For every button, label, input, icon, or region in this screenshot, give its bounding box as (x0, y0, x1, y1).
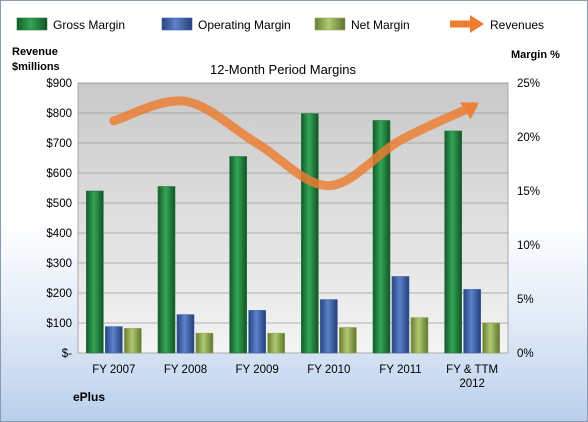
bar-gross-margin (301, 113, 319, 354)
category-label: FY 2011 (379, 364, 421, 376)
left-tick-label: $100 (46, 318, 72, 330)
legend-label: Gross Margin (53, 18, 125, 32)
bar-net-margin (195, 332, 214, 354)
right-tick-label: 25% (517, 78, 540, 90)
chart-title: 12-Month Period Margins (210, 62, 356, 77)
bar-net-margin (410, 317, 429, 354)
right-tick-label: 5% (517, 294, 534, 306)
legend-swatch (16, 17, 48, 31)
left-tick-label: $300 (46, 258, 72, 270)
category-label: 2012 (459, 378, 485, 390)
company-name: ePlus (73, 390, 105, 404)
right-tick-label: 10% (517, 240, 540, 252)
bar-gross-margin (229, 156, 247, 354)
left-tick-label: $- (62, 348, 72, 360)
bar-operating-margin (105, 326, 123, 354)
left-tick-label: $600 (46, 168, 72, 180)
category-label: FY 2008 (164, 364, 207, 376)
legend: Gross Margin Operating Margin Net Margin Re… (16, 15, 544, 33)
left-axis-title-line1: Revenue (12, 46, 58, 58)
right-axis-title: Margin % (511, 49, 560, 61)
revenue-arrowhead (460, 102, 479, 120)
bar-gross-margin (372, 120, 391, 354)
left-tick-label: $200 (46, 288, 72, 300)
legend-label: Net Margin (351, 18, 410, 32)
right-tick-label: 0% (517, 348, 534, 360)
revenue-line (109, 96, 479, 191)
category-label: FY 2010 (307, 364, 350, 376)
left-tick-label: $900 (46, 78, 72, 90)
left-axis-ticks: $- $100 $200 $300 $400 $500 $600 $700 $800 $900 (46, 78, 72, 360)
bar-operating-margin (248, 310, 266, 354)
bar-gross-margin (157, 186, 176, 354)
bar-gross-margin (444, 130, 462, 354)
category-label: FY 2007 (92, 364, 135, 376)
left-axis-title-line2: $millions (12, 61, 60, 73)
right-tick-label: 15% (517, 186, 540, 198)
legend-swatch (314, 17, 346, 31)
bar-net-margin (482, 322, 500, 354)
bar-net-margin (124, 328, 142, 354)
legend-swatch (161, 17, 193, 31)
category-label: FY & TTM (446, 364, 498, 376)
category-label: FY 2009 (236, 364, 279, 376)
x-axis-labels: FY 2007 FY 2008 FY 2009 FY 2010 FY 2011 FY & … (92, 364, 498, 390)
bar-operating-margin (176, 314, 195, 354)
bar-gross-margin (86, 190, 104, 354)
plot-area (77, 82, 509, 354)
left-tick-label: $800 (46, 108, 72, 120)
bar-operating-margin (391, 276, 410, 354)
left-tick-label: $400 (46, 228, 72, 240)
left-tick-label: $500 (46, 198, 72, 210)
right-tick-label: 20% (517, 132, 540, 144)
legend-label: Operating Margin (198, 18, 291, 32)
right-axis-ticks: 0% 5% 10% 15% 20% 25% (517, 78, 540, 360)
bar-operating-margin (463, 289, 481, 354)
revenue-line-path (109, 96, 477, 191)
bar-net-margin (267, 332, 285, 354)
legend-swatch-arrow (470, 15, 484, 33)
bar-net-margin (339, 327, 357, 354)
left-tick-label: $700 (46, 138, 72, 150)
bar-operating-margin (320, 299, 338, 354)
legend-label: Revenues (490, 18, 544, 32)
